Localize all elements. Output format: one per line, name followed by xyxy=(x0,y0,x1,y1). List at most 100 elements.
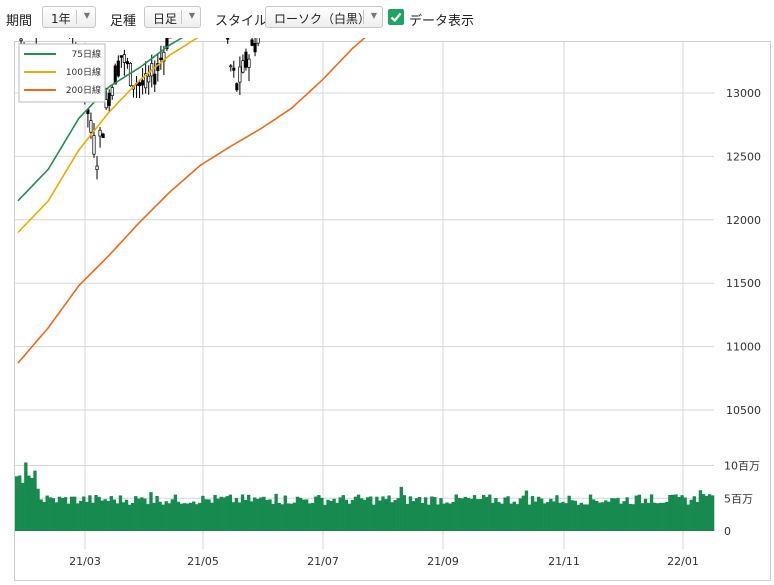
select-separator xyxy=(363,10,364,24)
style-label: スタイル xyxy=(215,14,268,29)
volume-bar xyxy=(668,494,672,531)
volume-bar xyxy=(420,502,425,531)
volume-bar xyxy=(283,495,287,531)
candle-body xyxy=(116,60,120,77)
volume-bar xyxy=(405,503,410,531)
volume-bar xyxy=(36,488,40,531)
candle-body xyxy=(247,58,251,68)
candle-body xyxy=(159,57,163,61)
candle-body xyxy=(141,80,145,86)
volume-bar xyxy=(390,502,394,531)
legend-label: 200日線 xyxy=(66,84,101,96)
volume-bar xyxy=(543,503,547,531)
chart-area[interactable]: 1600015500150001450014000135001300012500… xyxy=(0,38,774,585)
volume-bar xyxy=(76,503,80,531)
volume-bar xyxy=(329,500,333,531)
data-display-label[interactable]: データ表示 xyxy=(409,14,475,29)
volume-bar xyxy=(308,503,312,531)
volume-bar xyxy=(301,499,306,531)
volume-bar xyxy=(265,499,269,531)
volume-bar xyxy=(613,498,617,531)
volume-bar xyxy=(213,494,217,531)
style-select[interactable]: ローソク（白黒） ▼ xyxy=(265,6,383,28)
volume-bar xyxy=(457,497,461,531)
volume-bar xyxy=(192,501,196,531)
volume-bar xyxy=(195,504,199,531)
date-axis: 21/03 21/05 21/07 21/09 21/11 22/01 xyxy=(69,555,699,568)
volume-bar xyxy=(298,497,303,531)
volume-bar xyxy=(445,502,449,531)
volume-bar xyxy=(497,502,501,531)
price-tick-label: 11500 xyxy=(726,277,761,290)
volume-bar xyxy=(692,496,696,531)
volume-bar xyxy=(503,497,507,531)
volume-bar xyxy=(344,499,349,531)
volume-bar xyxy=(146,504,150,531)
volume-bar xyxy=(695,502,700,531)
volume-bar xyxy=(237,502,242,531)
volume-bar xyxy=(622,501,626,531)
volume-bar xyxy=(707,494,712,531)
volume-bar xyxy=(15,476,19,531)
volume-bar xyxy=(311,502,315,531)
volume-bar xyxy=(662,502,666,531)
volume-bar xyxy=(347,503,352,531)
volume-bar xyxy=(289,503,294,531)
volume-bar xyxy=(442,503,446,531)
candle-body xyxy=(244,51,248,68)
volume-bar xyxy=(417,496,422,531)
volume-tick-label: 10百万 xyxy=(724,460,760,473)
volume-bar xyxy=(533,501,538,531)
candle-body xyxy=(125,61,129,65)
volume-bar xyxy=(164,501,168,531)
data-display-checkbox[interactable] xyxy=(388,9,404,25)
volume-bar xyxy=(140,497,144,531)
volume-bar xyxy=(518,498,522,531)
volume-bar xyxy=(652,502,657,531)
volume-bar xyxy=(375,496,379,531)
volume-bars xyxy=(15,462,715,531)
volume-bar xyxy=(198,502,202,531)
volume-bar xyxy=(454,494,458,531)
volume-bar xyxy=(408,496,413,531)
volume-bar xyxy=(369,496,373,531)
volume-bar xyxy=(45,495,49,531)
candle-body xyxy=(256,38,260,44)
candle-body xyxy=(226,38,230,40)
volume-bar xyxy=(320,497,324,531)
volume-bar xyxy=(524,490,529,531)
style-value: ローソク（白黒） xyxy=(274,12,371,26)
volume-bar xyxy=(182,503,187,531)
candle-body xyxy=(107,92,111,106)
volume-bar xyxy=(683,497,687,531)
volume-bar xyxy=(362,499,367,531)
volume-bar xyxy=(271,504,275,531)
volume-bar xyxy=(469,498,474,531)
volume-bar xyxy=(69,496,74,531)
date-tick-label: 21/05 xyxy=(187,555,219,568)
candle-body xyxy=(98,129,102,137)
period-value: 1年 xyxy=(51,12,71,26)
volume-bar xyxy=(91,502,95,531)
candle-body xyxy=(250,39,254,46)
volume-bar xyxy=(82,496,86,531)
chevron-down-icon: ▼ xyxy=(188,11,195,20)
volume-bar xyxy=(671,494,675,531)
volume-bar xyxy=(18,475,22,531)
volume-bar xyxy=(472,495,477,531)
volume-bar xyxy=(564,503,568,531)
candle-body xyxy=(92,135,96,155)
volume-bar xyxy=(463,496,468,531)
volume-bar xyxy=(155,495,159,531)
volume-bar xyxy=(451,501,455,531)
foot-select[interactable]: 日足 ▼ xyxy=(144,6,201,28)
volume-bar xyxy=(143,498,147,531)
volume-bar xyxy=(30,477,34,531)
period-select[interactable]: 1年 ▼ xyxy=(42,6,96,28)
date-tick-label: 21/09 xyxy=(427,555,459,568)
candle-body xyxy=(241,60,245,73)
volume-bar xyxy=(127,504,132,531)
volume-bar xyxy=(558,502,562,531)
volume-bar xyxy=(277,502,281,531)
volume-bar xyxy=(509,503,513,531)
